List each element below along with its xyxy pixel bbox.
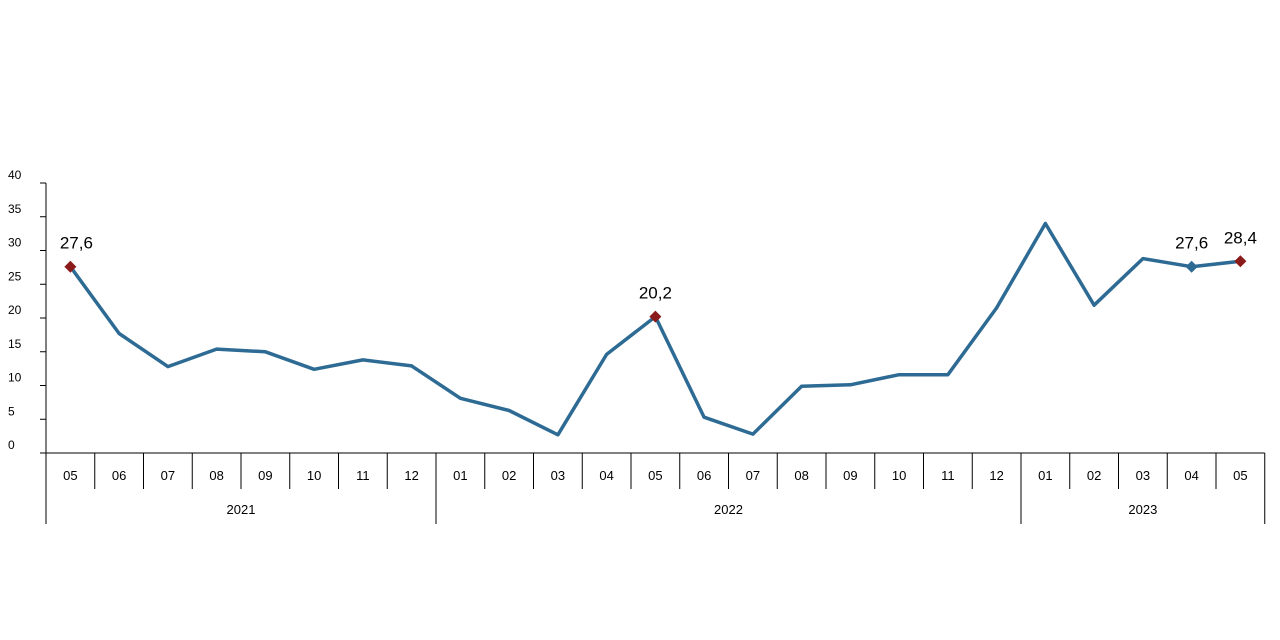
data-point bbox=[410, 364, 414, 368]
y-tick-label: 35 bbox=[8, 202, 22, 216]
y-tick-label: 25 bbox=[8, 269, 22, 283]
data-marker bbox=[1234, 255, 1247, 268]
data-point bbox=[897, 373, 901, 377]
data-label: 27,6 bbox=[60, 234, 93, 253]
year-label: 2022 bbox=[714, 502, 743, 517]
data-point bbox=[1043, 222, 1047, 225]
data-marker bbox=[1185, 260, 1198, 273]
y-tick-label: 30 bbox=[8, 236, 22, 250]
data-point bbox=[556, 433, 560, 437]
data-point bbox=[1141, 257, 1145, 261]
x-tick-label: 03 bbox=[551, 468, 565, 483]
x-tick-label: 06 bbox=[112, 468, 126, 483]
x-tick-label: 05 bbox=[1233, 468, 1247, 483]
data-marker bbox=[649, 310, 662, 323]
x-tick-label: 12 bbox=[989, 468, 1003, 483]
x-tick-label: 10 bbox=[307, 468, 321, 483]
x-tick-label: 09 bbox=[843, 468, 857, 483]
data-point bbox=[1092, 303, 1096, 307]
series-line bbox=[68, 221, 1243, 437]
y-tick-label: 0 bbox=[8, 438, 15, 452]
x-tick-label: 07 bbox=[161, 468, 175, 483]
x-tick-label: 09 bbox=[258, 468, 272, 483]
data-label: 28,4 bbox=[1224, 228, 1257, 247]
data-point bbox=[800, 384, 804, 388]
x-tick-label: 11 bbox=[356, 468, 370, 483]
y-tick-label: 10 bbox=[8, 371, 22, 385]
y-tick-label: 15 bbox=[8, 337, 22, 351]
data-point bbox=[263, 350, 267, 354]
data-point bbox=[848, 383, 852, 387]
x-tick-label: 01 bbox=[453, 468, 467, 483]
x-tick-label: 08 bbox=[794, 468, 808, 483]
data-point bbox=[946, 373, 950, 377]
data-point bbox=[117, 332, 121, 336]
x-tick-label: 08 bbox=[209, 468, 223, 483]
data-marker bbox=[64, 260, 77, 273]
y-tick-label: 20 bbox=[8, 303, 22, 317]
data-point bbox=[995, 306, 999, 310]
data-point bbox=[361, 358, 365, 362]
data-point bbox=[702, 415, 706, 419]
y-tick-label: 40 bbox=[8, 168, 22, 182]
year-label: 2021 bbox=[227, 502, 256, 517]
x-tick-label: 04 bbox=[1184, 468, 1198, 483]
x-tick-label: 11 bbox=[941, 468, 955, 483]
x-tick-label: 02 bbox=[502, 468, 516, 483]
data-point bbox=[507, 408, 511, 412]
data-point bbox=[166, 365, 170, 369]
x-tick-label: 07 bbox=[746, 468, 760, 483]
x-tick-label: 02 bbox=[1087, 468, 1101, 483]
x-tick-label: 05 bbox=[63, 468, 77, 483]
x-tick-label: 05 bbox=[648, 468, 662, 483]
x-tick-label: 06 bbox=[697, 468, 711, 483]
year-label: 2023 bbox=[1128, 502, 1157, 517]
data-label: 20,2 bbox=[639, 284, 672, 303]
x-tick-label: 10 bbox=[892, 468, 906, 483]
data-point bbox=[458, 396, 462, 400]
data-point bbox=[215, 347, 219, 351]
data-point bbox=[751, 432, 755, 436]
x-tick-label: 01 bbox=[1038, 468, 1052, 483]
x-tick-label: 04 bbox=[599, 468, 613, 483]
data-label: 27,6 bbox=[1175, 234, 1208, 253]
y-tick-label: 5 bbox=[8, 404, 15, 418]
data-point bbox=[312, 367, 316, 371]
data-point bbox=[605, 352, 609, 356]
x-tick-label: 03 bbox=[1136, 468, 1150, 483]
x-tick-label: 12 bbox=[404, 468, 418, 483]
